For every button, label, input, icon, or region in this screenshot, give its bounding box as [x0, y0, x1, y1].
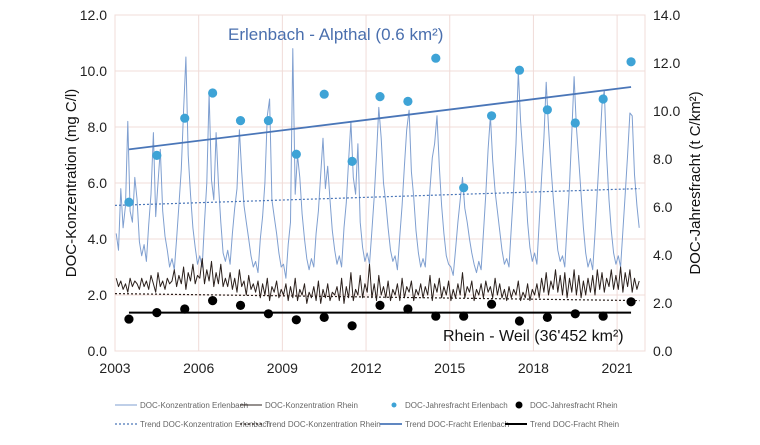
- point-doc-jahresfracht-erlenbach: [235, 116, 246, 126]
- y-left-tick-label: 12.0: [80, 7, 107, 23]
- point-doc-jahresfracht-erlenbach: [347, 156, 357, 166]
- legend-label: DOC-Jahresfracht Erlenbach: [405, 401, 508, 410]
- annotation-rhein: Rhein - Weil (36'452 km²): [443, 328, 624, 345]
- point-doc-jahresfracht-rhein: [124, 314, 134, 324]
- point-doc-jahresfracht-rhein: [291, 315, 301, 325]
- x-tick-label: 2015: [434, 360, 465, 376]
- point-doc-jahresfracht-erlenbach: [319, 89, 329, 99]
- x-tick-label: 2012: [350, 360, 381, 376]
- point-doc-jahresfracht-rhein: [570, 309, 580, 319]
- point-doc-jahresfracht-erlenbach: [598, 94, 608, 104]
- point-doc-jahresfracht-erlenbach: [291, 149, 301, 159]
- y-right-label: DOC-Jahresfracht (t C/km²): [687, 91, 704, 274]
- point-doc-jahresfracht-rhein: [208, 296, 218, 306]
- legend-marker: [391, 402, 397, 408]
- y-right-tick-label: 12.0: [653, 55, 680, 71]
- point-doc-jahresfracht-erlenbach: [124, 197, 134, 207]
- legend-label: Trend DOC-Konzentration Erlenbach: [140, 420, 271, 429]
- legend-marker: [515, 401, 523, 409]
- legend-item: DOC-Jahresfracht Rhein: [515, 401, 618, 410]
- y-left-tick-label: 2.0: [88, 287, 108, 303]
- point-doc-jahresfracht-erlenbach: [208, 88, 218, 98]
- point-doc-jahresfracht-erlenbach: [542, 105, 552, 115]
- point-doc-jahresfracht-erlenbach: [459, 183, 469, 193]
- point-doc-jahresfracht-rhein: [514, 316, 525, 326]
- point-doc-jahresfracht-rhein: [486, 299, 497, 309]
- point-doc-jahresfracht-erlenbach: [152, 150, 162, 160]
- y-left-tick-label: 0.0: [88, 343, 108, 359]
- series-layer: [114, 48, 640, 331]
- y-right-tick-label: 0.0: [653, 343, 673, 359]
- point-doc-jahresfracht-rhein: [180, 304, 190, 314]
- legend-label: Trend DOC-Fracht Rhein: [530, 420, 619, 429]
- legend-item: Trend DOC-Konzentration Erlenbach: [115, 420, 271, 429]
- point-doc-jahresfracht-erlenbach: [431, 53, 441, 63]
- legend-item: Trend DOC-Fracht Erlenbach: [380, 420, 509, 429]
- point-doc-jahresfracht-rhein: [319, 312, 329, 322]
- legend-label: DOC-Konzentration Erlenbach: [140, 401, 248, 410]
- point-doc-jahresfracht-rhein: [375, 300, 385, 310]
- x-tick-label: 2006: [183, 360, 214, 376]
- point-doc-jahresfracht-erlenbach: [626, 57, 636, 67]
- point-doc-jahresfracht-erlenbach: [514, 65, 525, 75]
- y-left-label: DOC-Konzentration (mg C/l): [63, 89, 80, 277]
- y-right-tick-label: 2.0: [653, 295, 673, 311]
- point-doc-jahresfracht-rhein: [152, 308, 162, 318]
- y-right-tick-label: 4.0: [653, 247, 673, 263]
- point-doc-jahresfracht-rhein: [235, 300, 246, 310]
- point-doc-jahresfracht-rhein: [263, 309, 274, 319]
- x-tick-label: 2009: [267, 360, 298, 376]
- point-doc-jahresfracht-rhein: [459, 311, 469, 321]
- point-doc-jahresfracht-rhein: [598, 311, 608, 321]
- x-tick-label: 2018: [518, 360, 549, 376]
- y-left-tick-label: 4.0: [88, 231, 108, 247]
- y-right-tick-label: 8.0: [653, 151, 673, 167]
- legend-item: DOC-Konzentration Erlenbach: [115, 401, 248, 410]
- point-doc-jahresfracht-rhein: [626, 297, 636, 307]
- legend-item: DOC-Jahresfracht Erlenbach: [391, 401, 508, 410]
- legend-item: DOC-Konzentration Rhein: [240, 401, 358, 410]
- point-doc-jahresfracht-erlenbach: [180, 113, 190, 123]
- series-doc-konzentration-rhein: [115, 258, 640, 304]
- annotation-erlenbach: Erlenbach - Alpthal (0.6 km²): [228, 25, 443, 44]
- point-doc-jahresfracht-rhein: [403, 304, 413, 314]
- point-doc-jahresfracht-rhein: [347, 321, 357, 331]
- x-tick-label: 2021: [602, 360, 633, 376]
- trend-trend-doc-fracht-erlenbach: [128, 86, 632, 151]
- trend-trend-doc-konzentration-rhein: [114, 293, 640, 302]
- trend-trend-doc-konzentration-erlenbach: [114, 188, 640, 206]
- series-doc-konzentration-erlenbach: [115, 48, 640, 279]
- point-doc-jahresfracht-erlenbach: [486, 111, 497, 121]
- y-left-tick-label: 8.0: [88, 119, 108, 135]
- point-doc-jahresfracht-erlenbach: [263, 116, 274, 126]
- legend-label: Trend DOC-Fracht Erlenbach: [405, 420, 509, 429]
- point-doc-jahresfracht-rhein: [542, 312, 552, 322]
- legend-item: Trend DOC-Fracht Rhein: [505, 420, 619, 429]
- y-left-tick-label: 10.0: [80, 63, 107, 79]
- grid: [114, 14, 646, 352]
- legend-item: Trend DOC-Konzentration Rhein: [240, 420, 381, 429]
- y-right-tick-label: 14.0: [653, 7, 680, 23]
- y-right-tick-label: 6.0: [653, 199, 673, 215]
- x-tick-label: 2003: [99, 360, 130, 376]
- y-right-tick-label: 10.0: [653, 103, 680, 119]
- legend-label: DOC-Konzentration Rhein: [265, 401, 358, 410]
- point-doc-jahresfracht-erlenbach: [403, 96, 413, 106]
- point-doc-jahresfracht-erlenbach: [375, 92, 385, 102]
- point-doc-jahresfracht-erlenbach: [570, 118, 580, 128]
- legend: DOC-Konzentration Erlenbach DOC-Konzentra…: [115, 401, 619, 429]
- legend-label: Trend DOC-Konzentration Rhein: [265, 420, 381, 429]
- legend-label: DOC-Jahresfracht Rhein: [530, 401, 618, 410]
- point-doc-jahresfracht-rhein: [431, 311, 441, 321]
- axes: 0.0 2.0 4.0 6.0 8.0 10.0 12.0 0.0 2.0 4.0 6.0 8.0 10…: [80, 7, 681, 376]
- y-left-tick-label: 6.0: [88, 175, 108, 191]
